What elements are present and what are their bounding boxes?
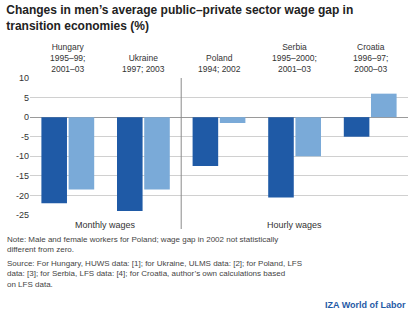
svg-text:Source: For Hungary, HUWS data: Source: For Hungary, HUWS data: [1]; for… [7,259,302,289]
svg-text:-10: -10 [16,151,29,161]
svg-text:10: 10 [19,73,29,83]
svg-text:Serbia1995–2000;2001–03: Serbia1995–2000;2001–03 [272,42,317,74]
svg-text:-20: -20 [16,191,29,201]
svg-text:Monthly wages: Monthly wages [75,220,136,230]
svg-text:5: 5 [24,93,29,103]
svg-text:Changes in men’s average publi: Changes in men’s average public–private … [6,3,353,33]
svg-text:0: 0 [24,112,29,122]
svg-text:Note: Male and female workers: Note: Male and female workers for Poland… [7,235,278,254]
svg-text:IZA World of Labor: IZA World of Labor [325,300,406,310]
svg-text:Hourly wages: Hourly wages [267,220,322,230]
svg-text:-15: -15 [16,171,29,181]
svg-text:Ukraine1997; 2003: Ukraine1997; 2003 [122,53,165,74]
svg-text:-25: -25 [16,210,29,220]
svg-text:Poland1994; 2002: Poland1994; 2002 [198,53,241,74]
svg-text:Croatia1996–97;2000–03: Croatia1996–97;2000–03 [353,42,388,74]
svg-text:Hungary1995–99;2001–03: Hungary1995–99;2001–03 [50,42,85,74]
svg-text:-5: -5 [21,132,29,142]
